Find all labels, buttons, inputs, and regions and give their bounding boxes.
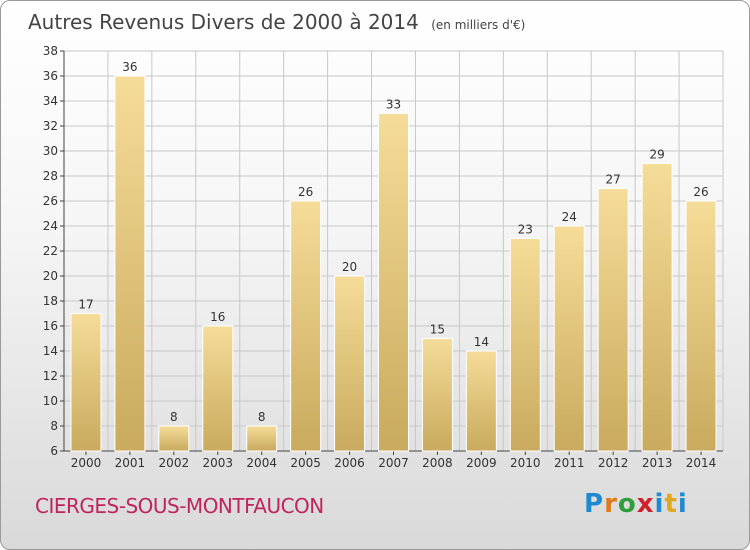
x-tick-label: 2010: [510, 456, 541, 470]
logo-letter: P: [584, 489, 605, 519]
x-tick-label: 2006: [334, 456, 365, 470]
y-tick-label: 6: [50, 444, 58, 458]
bar: [421, 338, 453, 452]
y-tick-label: 22: [43, 244, 58, 258]
data-label: 15: [430, 323, 445, 337]
x-tick-label: 2005: [290, 456, 321, 470]
y-tick-label: 34: [43, 94, 58, 108]
x-tick-label: 2002: [159, 456, 190, 470]
logo-letter: i: [677, 489, 688, 519]
data-label: 36: [122, 60, 137, 74]
x-tick-label: 2003: [202, 456, 233, 470]
y-tick-label: 10: [43, 394, 58, 408]
chart-title: Autres Revenus Divers de 2000 à 2014 (en…: [28, 10, 525, 34]
x-tick-label: 2007: [378, 456, 409, 470]
data-label: 16: [210, 310, 225, 324]
x-tick-label: 2013: [642, 456, 673, 470]
y-tick-label: 36: [43, 69, 58, 83]
data-label: 8: [170, 410, 178, 424]
proxiti-logo[interactable]: Proxiti: [584, 489, 688, 519]
y-tick-label: 8: [50, 419, 58, 433]
logo-letter: i: [654, 489, 665, 519]
data-label: 20: [342, 260, 357, 274]
logo-letter: x: [636, 489, 655, 519]
y-tick-label: 30: [43, 144, 58, 158]
bar: [158, 425, 190, 452]
logo-letter: r: [604, 489, 618, 519]
data-labels: 17 36 8 16 8 26 20 33 15 14 23 24 27 29 26: [78, 60, 708, 424]
bar: [465, 350, 497, 452]
bars: [70, 75, 717, 452]
y-tick-label: 16: [43, 319, 58, 333]
x-tick-label: 2012: [598, 456, 629, 470]
y-tick-label: 38: [43, 44, 58, 58]
bar: [334, 275, 366, 452]
x-tick-label: 2008: [422, 456, 453, 470]
data-label: 26: [693, 185, 708, 199]
y-tick-label: 24: [43, 219, 58, 233]
data-label: 26: [298, 185, 313, 199]
bar: [202, 325, 234, 452]
bar: [597, 188, 629, 452]
data-label: 23: [518, 223, 533, 237]
bar: [509, 238, 541, 452]
bar: [685, 200, 717, 452]
logo-letter: t: [664, 489, 678, 519]
y-tick-label: 26: [43, 194, 58, 208]
x-tick-label: 2011: [554, 456, 585, 470]
data-label: 33: [386, 98, 401, 112]
x-tick-label: 2009: [466, 456, 497, 470]
y-tick-label: 12: [43, 369, 58, 383]
x-tick-label: 2014: [686, 456, 717, 470]
data-label: 17: [78, 298, 93, 312]
data-label: 14: [474, 335, 489, 349]
y-tick-label: 32: [43, 119, 58, 133]
data-label: 27: [606, 173, 621, 187]
data-label: 24: [562, 210, 577, 224]
logo-letter: o: [617, 489, 637, 519]
bar: [641, 163, 673, 452]
bar: [70, 313, 102, 452]
x-tick-label: 2000: [71, 456, 102, 470]
bar: [378, 113, 409, 452]
x-tick-label: 2001: [115, 456, 146, 470]
y-tick-label: 18: [43, 294, 58, 308]
bar: [114, 75, 146, 452]
y-tick-label: 28: [43, 169, 58, 183]
bar: [290, 200, 322, 452]
chart-unit: (en milliers d'€): [431, 18, 526, 32]
bar: [246, 425, 278, 452]
y-tick-label: 20: [43, 269, 58, 283]
axes: 6 8 10 12 14 16 18 20 22 24 26 28 30 32 34 36 38 2000 2001…: [43, 44, 723, 470]
bar: [553, 225, 585, 452]
y-tick-label: 14: [43, 344, 58, 358]
chart-title-text: Autres Revenus Divers de 2000 à 2014: [28, 10, 419, 34]
x-tick-label: 2004: [246, 456, 277, 470]
city-name: CIERGES-SOUS-MONTFAUCON: [35, 494, 324, 518]
data-label: 8: [258, 410, 266, 424]
data-label: 29: [649, 148, 664, 162]
